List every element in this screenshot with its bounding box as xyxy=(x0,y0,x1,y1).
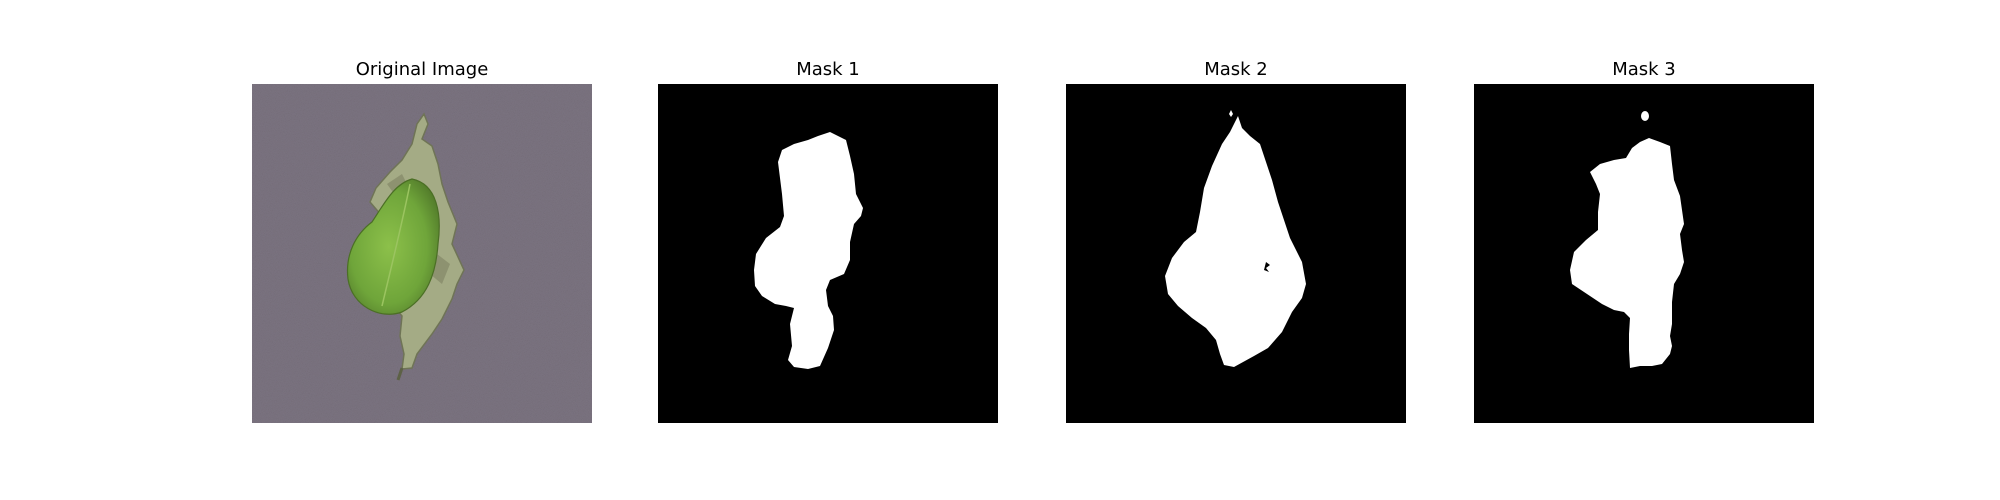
leaf-vein xyxy=(381,183,411,307)
panel-title: Mask 3 xyxy=(1612,59,1676,80)
panel-mask-3: Mask 3 xyxy=(1474,0,1814,500)
panel-title: Original Image xyxy=(355,59,489,80)
mask-3-speck xyxy=(1641,111,1649,121)
mask-2-hole xyxy=(1264,262,1270,272)
panel-original-image: Original Image xyxy=(252,0,592,500)
leaf-stem xyxy=(396,367,404,381)
mask-3-image xyxy=(1474,84,1814,423)
leaf-photo xyxy=(252,84,592,423)
mask-2-speck xyxy=(1229,110,1233,117)
green-leaf-shape xyxy=(346,178,440,315)
mask-1-shape xyxy=(754,132,863,369)
panel-title: Mask 1 xyxy=(796,59,860,80)
mask-2-image xyxy=(1066,84,1406,423)
panel-mask-1: Mask 1 xyxy=(658,0,998,500)
panel-title: Mask 2 xyxy=(1204,59,1268,80)
mask-1-image xyxy=(658,84,998,423)
panel-mask-2: Mask 2 xyxy=(1066,0,1406,500)
mask-2-shape xyxy=(1165,116,1306,367)
mask-3-shape xyxy=(1570,138,1684,368)
